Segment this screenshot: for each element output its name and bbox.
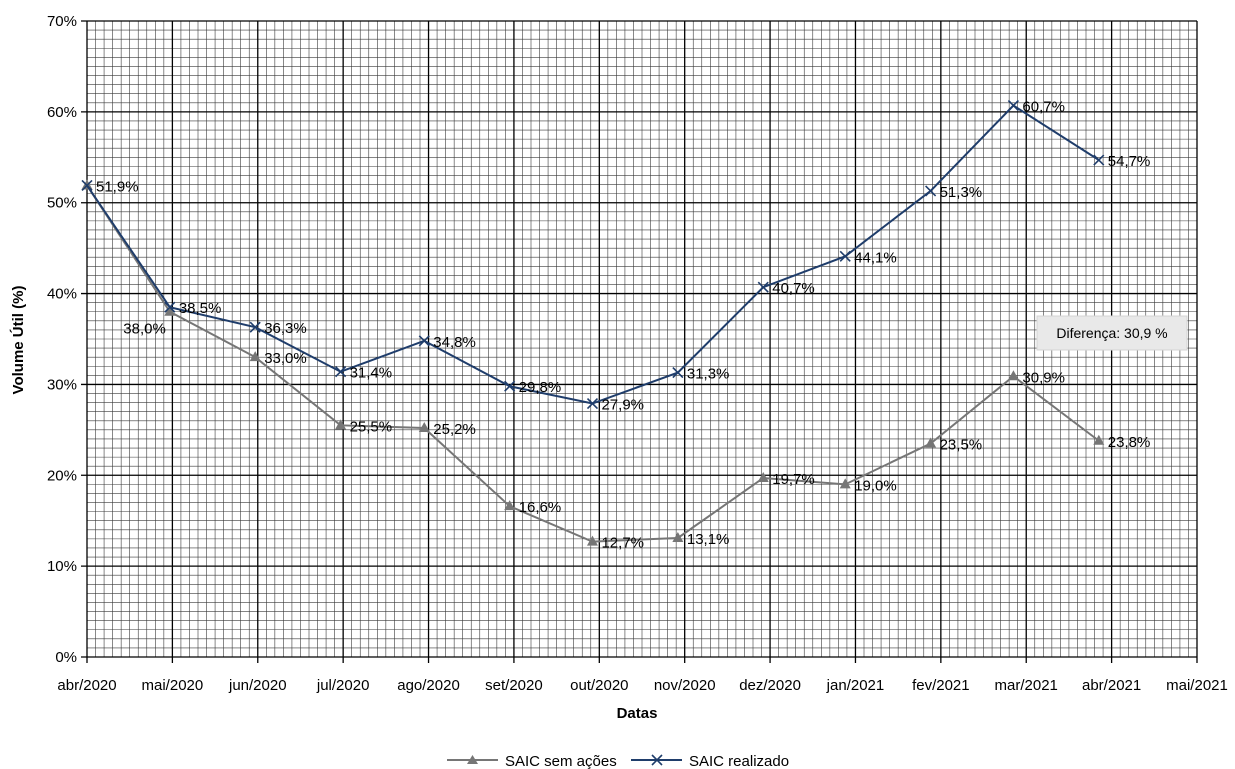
data-label: 29,8% xyxy=(519,379,562,396)
data-label: 27,9% xyxy=(601,397,644,414)
y-tick-label: 50% xyxy=(47,195,77,212)
triangle-marker-icon xyxy=(1007,370,1019,381)
x-marker-icon xyxy=(418,335,430,347)
y-tick-label: 60% xyxy=(47,104,77,121)
data-label: 13,1% xyxy=(687,531,730,548)
annotation-box xyxy=(1036,315,1188,351)
data-label: 31,4% xyxy=(350,365,393,382)
legend: SAIC sem ações SAIC realizado xyxy=(447,753,789,769)
data-label: 34,8% xyxy=(433,334,476,351)
x-tick-label: jan/2021 xyxy=(826,677,885,694)
data-label: 33,0% xyxy=(264,350,307,367)
x-tick-label: mar/2021 xyxy=(995,677,1058,694)
data-label: 25,2% xyxy=(433,421,476,438)
data-label: 40,7% xyxy=(772,280,815,297)
triangle-marker-icon xyxy=(335,419,347,430)
triangle-marker-icon xyxy=(418,422,430,433)
x-tick-label: jul/2020 xyxy=(316,677,370,694)
data-label: 38,5% xyxy=(179,300,222,317)
triangle-marker-icon xyxy=(925,437,937,448)
x-marker-icon xyxy=(839,250,851,262)
x-axis-ticks: abr/2020 mai/2020 jun/2020 jul/2020 ago/2020… xyxy=(57,677,1227,694)
data-label: 51,9% xyxy=(96,178,139,195)
data-label: 31,3% xyxy=(687,366,730,383)
data-label: 19,7% xyxy=(772,471,815,488)
data-label: 23,5% xyxy=(940,436,983,453)
x-tick-label: out/2020 xyxy=(570,677,628,694)
data-label: 60,7% xyxy=(1022,98,1065,115)
x-marker-icon xyxy=(586,397,599,410)
legend-marker-triangle-icon xyxy=(467,755,478,764)
x-tick-label: abr/2020 xyxy=(57,677,116,694)
y-tick-label: 20% xyxy=(47,467,77,484)
x-marker-icon xyxy=(925,185,937,197)
triangle-marker-icon xyxy=(1093,434,1105,445)
x-marker-icon xyxy=(1007,99,1019,112)
triangle-marker-icon xyxy=(504,500,516,511)
y-tick-label: 70% xyxy=(47,13,77,30)
x-marker-icon xyxy=(81,179,93,192)
minor-gridlines xyxy=(87,21,1197,657)
data-label: 38,0% xyxy=(123,321,166,338)
data-label: 25,5% xyxy=(350,418,393,435)
major-gridlines xyxy=(81,20,1198,663)
x-marker-icon xyxy=(504,380,516,392)
series-line xyxy=(86,104,1100,405)
x-marker-icon xyxy=(335,366,347,378)
data-label: 12,7% xyxy=(601,535,644,552)
x-tick-label: mai/2021 xyxy=(1166,677,1228,694)
x-tick-label: abr/2021 xyxy=(1082,677,1141,694)
x-axis-title: Datas xyxy=(617,705,658,722)
triangle-marker-icon xyxy=(164,305,176,316)
y-tick-label: 30% xyxy=(47,376,77,393)
data-label: 30,9% xyxy=(1022,369,1065,386)
x-tick-label: mai/2020 xyxy=(142,677,204,694)
y-tick-label: 0% xyxy=(55,649,77,666)
x-marker-icon xyxy=(757,281,769,293)
difference-annotation: Diferença: 30,9 % xyxy=(1036,315,1188,351)
triangle-marker-icon xyxy=(586,535,598,546)
series-layer xyxy=(81,99,1105,546)
data-label: 19,0% xyxy=(854,477,897,494)
x-tick-label: nov/2020 xyxy=(654,677,716,694)
x-tick-label: jun/2020 xyxy=(228,677,287,694)
triangle-marker-icon xyxy=(249,351,261,362)
legend-label-saic-sem-acoes: SAIC sem ações xyxy=(505,753,617,769)
annotation-text: Diferença: 30,9 % xyxy=(1056,325,1167,341)
data-label: 54,7% xyxy=(1108,153,1151,170)
x-marker-icon xyxy=(249,321,261,333)
x-marker-icon xyxy=(1093,154,1105,166)
triangle-marker-icon xyxy=(672,531,684,542)
legend-label-saic-realizado: SAIC realizado xyxy=(689,753,789,769)
y-axis-ticks: 0% 10% 20% 30% 40% 50% 60% 70% xyxy=(47,13,77,666)
x-marker-icon xyxy=(164,301,176,313)
triangle-marker-icon xyxy=(839,478,851,489)
data-label: 51,3% xyxy=(940,184,983,201)
x-tick-label: set/2020 xyxy=(485,677,543,694)
x-tick-label: ago/2020 xyxy=(397,677,460,694)
y-axis-title: Volume Útil (%) xyxy=(9,286,27,395)
data-label: 44,1% xyxy=(854,249,897,266)
data-label: 16,6% xyxy=(519,499,562,516)
y-tick-label: 10% xyxy=(47,558,77,575)
x-tick-label: fev/2021 xyxy=(912,677,970,694)
data-labels: 38,0% 33,0% 25,5% 25,2% 16,6% 12,7% 13,1% 19,7%… xyxy=(96,98,1150,551)
data-label: 36,3% xyxy=(264,320,307,337)
legend-marker-x-icon xyxy=(651,754,663,766)
data-label: 23,8% xyxy=(1108,434,1151,451)
x-marker-icon xyxy=(672,367,684,379)
triangle-marker-icon xyxy=(757,472,769,483)
x-tick-label: dez/2020 xyxy=(739,677,801,694)
y-tick-label: 40% xyxy=(47,286,77,303)
